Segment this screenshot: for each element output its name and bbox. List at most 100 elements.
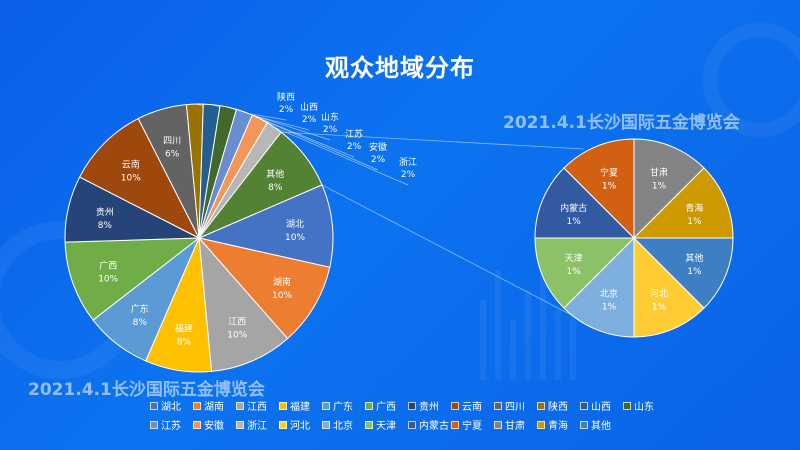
legend-swatch-14	[236, 420, 244, 429]
legend-swatch-13	[193, 420, 201, 429]
secondary-label-1: 北京	[600, 287, 618, 299]
main-value-6: 8%	[98, 221, 113, 231]
legend-swatch-21	[537, 420, 545, 429]
main-value-4: 8%	[133, 318, 148, 328]
main-slice-5	[64, 237, 201, 321]
legend-label-15: 河北	[290, 421, 310, 432]
main-value-2: 10%	[227, 331, 247, 341]
legend-item-10: 山西	[580, 398, 623, 413]
main-slice-0	[197, 184, 334, 268]
legend-label-12: 江苏	[161, 421, 181, 432]
main-value-9: 2%	[279, 105, 294, 115]
legend-item-7: 云南	[451, 398, 494, 413]
legend-item-4: 广东	[322, 398, 365, 413]
secondary-value-1: 1%	[602, 302, 617, 312]
main-value-14: 2%	[401, 170, 416, 180]
legend-label-18: 内蒙古	[419, 421, 449, 432]
legend-label-7: 云南	[462, 402, 482, 413]
secondary-label-0: 河北	[650, 287, 668, 299]
legend-swatch-20	[494, 420, 502, 429]
secondary-slice-1	[563, 236, 635, 338]
legend-swatch-10	[580, 401, 588, 410]
main-value-1: 10%	[272, 291, 292, 301]
main-label-15: 其他	[266, 168, 284, 180]
legend-item-11: 山东	[623, 398, 666, 413]
legend-item-18: 内蒙古	[408, 417, 451, 432]
main-label-12: 江苏	[345, 128, 363, 140]
legend-label-17: 天津	[376, 421, 396, 432]
legend-item-19: 宁夏	[451, 417, 494, 432]
legend-swatch-15	[279, 420, 287, 429]
main-value-0: 10%	[285, 233, 305, 243]
main-value-8: 6%	[165, 149, 180, 159]
main-label-8: 四川	[163, 136, 181, 146]
legend-swatch-4	[322, 401, 330, 410]
legend-label-5: 广西	[376, 402, 396, 413]
secondary-label-3: 内蒙古	[560, 202, 587, 214]
legend-swatch-12	[150, 420, 158, 429]
legend-item-21: 青海	[537, 417, 580, 432]
main-value-7: 10%	[121, 174, 141, 184]
legend-label-11: 山东	[634, 402, 654, 413]
connector-line-top	[281, 131, 585, 150]
main-value-12: 2%	[347, 142, 362, 152]
main-label-5: 广西	[99, 260, 117, 272]
main-label-3: 福建	[175, 322, 193, 334]
secondary-value-5: 1%	[652, 182, 667, 192]
legend-label-21: 青海	[548, 421, 568, 432]
secondary-value-3: 1%	[566, 217, 581, 227]
legend-swatch-6	[408, 401, 416, 410]
legend-swatch-9	[537, 401, 545, 410]
legend-item-0: 湖北	[150, 398, 193, 413]
main-label-14: 浙江	[399, 156, 417, 168]
legend-label-2: 江西	[247, 402, 267, 413]
leader-line-14	[274, 126, 409, 186]
main-label-11: 山东	[321, 111, 339, 123]
legend-swatch-19	[451, 420, 459, 429]
secondary-slice-0	[633, 236, 705, 338]
legend-item-16: 北京	[322, 417, 365, 432]
legend-item-3: 福建	[279, 398, 322, 413]
main-label-0: 湖北	[286, 219, 304, 230]
secondary-slice-2	[534, 237, 636, 309]
main-label-9: 陕西	[277, 91, 295, 103]
legend-label-10: 山西	[591, 402, 611, 413]
secondary-slice-4	[563, 138, 635, 240]
main-label-4: 广东	[131, 303, 149, 315]
main-label-10: 山西	[300, 102, 318, 113]
legend-swatch-17	[365, 420, 373, 429]
legend-item-5: 广西	[365, 398, 408, 413]
secondary-value-4: 1%	[602, 182, 617, 192]
legend-swatch-22	[580, 420, 588, 429]
legend-swatch-11	[623, 401, 631, 410]
legend-item-6: 贵州	[408, 398, 451, 413]
chart-legend: 湖北 湖南 江西 福建 广东 广西 贵州 云南 四川 陕西 山西 山东 江苏 安徽 浙江 河北 北京 天津 内蒙古 宁…	[150, 398, 670, 432]
legend-swatch-3	[279, 401, 287, 410]
main-value-10: 2%	[302, 115, 317, 125]
main-value-15: 8%	[268, 183, 283, 193]
secondary-label-5: 甘肃	[650, 167, 668, 179]
legend-label-4: 广东	[333, 402, 353, 413]
legend-swatch-5	[365, 401, 373, 410]
main-value-11: 2%	[323, 125, 338, 135]
legend-swatch-0	[150, 401, 158, 410]
legend-item-13: 安徽	[193, 417, 236, 432]
secondary-value-0: 1%	[652, 302, 667, 312]
secondary-label-6: 青海	[685, 202, 703, 214]
legend-label-19: 宁夏	[462, 421, 482, 432]
legend-label-6: 贵州	[419, 402, 439, 413]
secondary-slice-5	[633, 138, 705, 240]
secondary-slice-6	[632, 167, 734, 239]
secondary-label-4: 宁夏	[600, 167, 618, 179]
secondary-slice-3	[534, 167, 636, 239]
legend-swatch-16	[322, 420, 330, 429]
legend-label-22: 其他	[591, 421, 611, 432]
main-label-1: 湖南	[273, 276, 291, 288]
legend-label-16: 北京	[333, 421, 353, 432]
legend-item-2: 江西	[236, 398, 279, 413]
legend-item-1: 湖南	[193, 398, 236, 413]
legend-item-12: 江苏	[150, 417, 193, 432]
main-slice-7	[78, 117, 201, 240]
secondary-value-7: 1%	[687, 267, 702, 277]
